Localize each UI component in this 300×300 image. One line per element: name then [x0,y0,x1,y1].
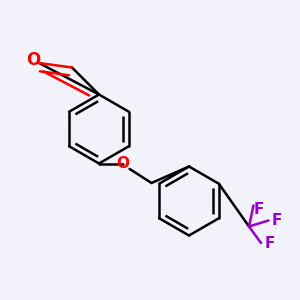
Text: F: F [272,213,283,228]
Text: F: F [265,236,275,250]
Text: O: O [116,156,130,171]
Text: F: F [254,202,265,217]
Text: O: O [26,51,40,69]
